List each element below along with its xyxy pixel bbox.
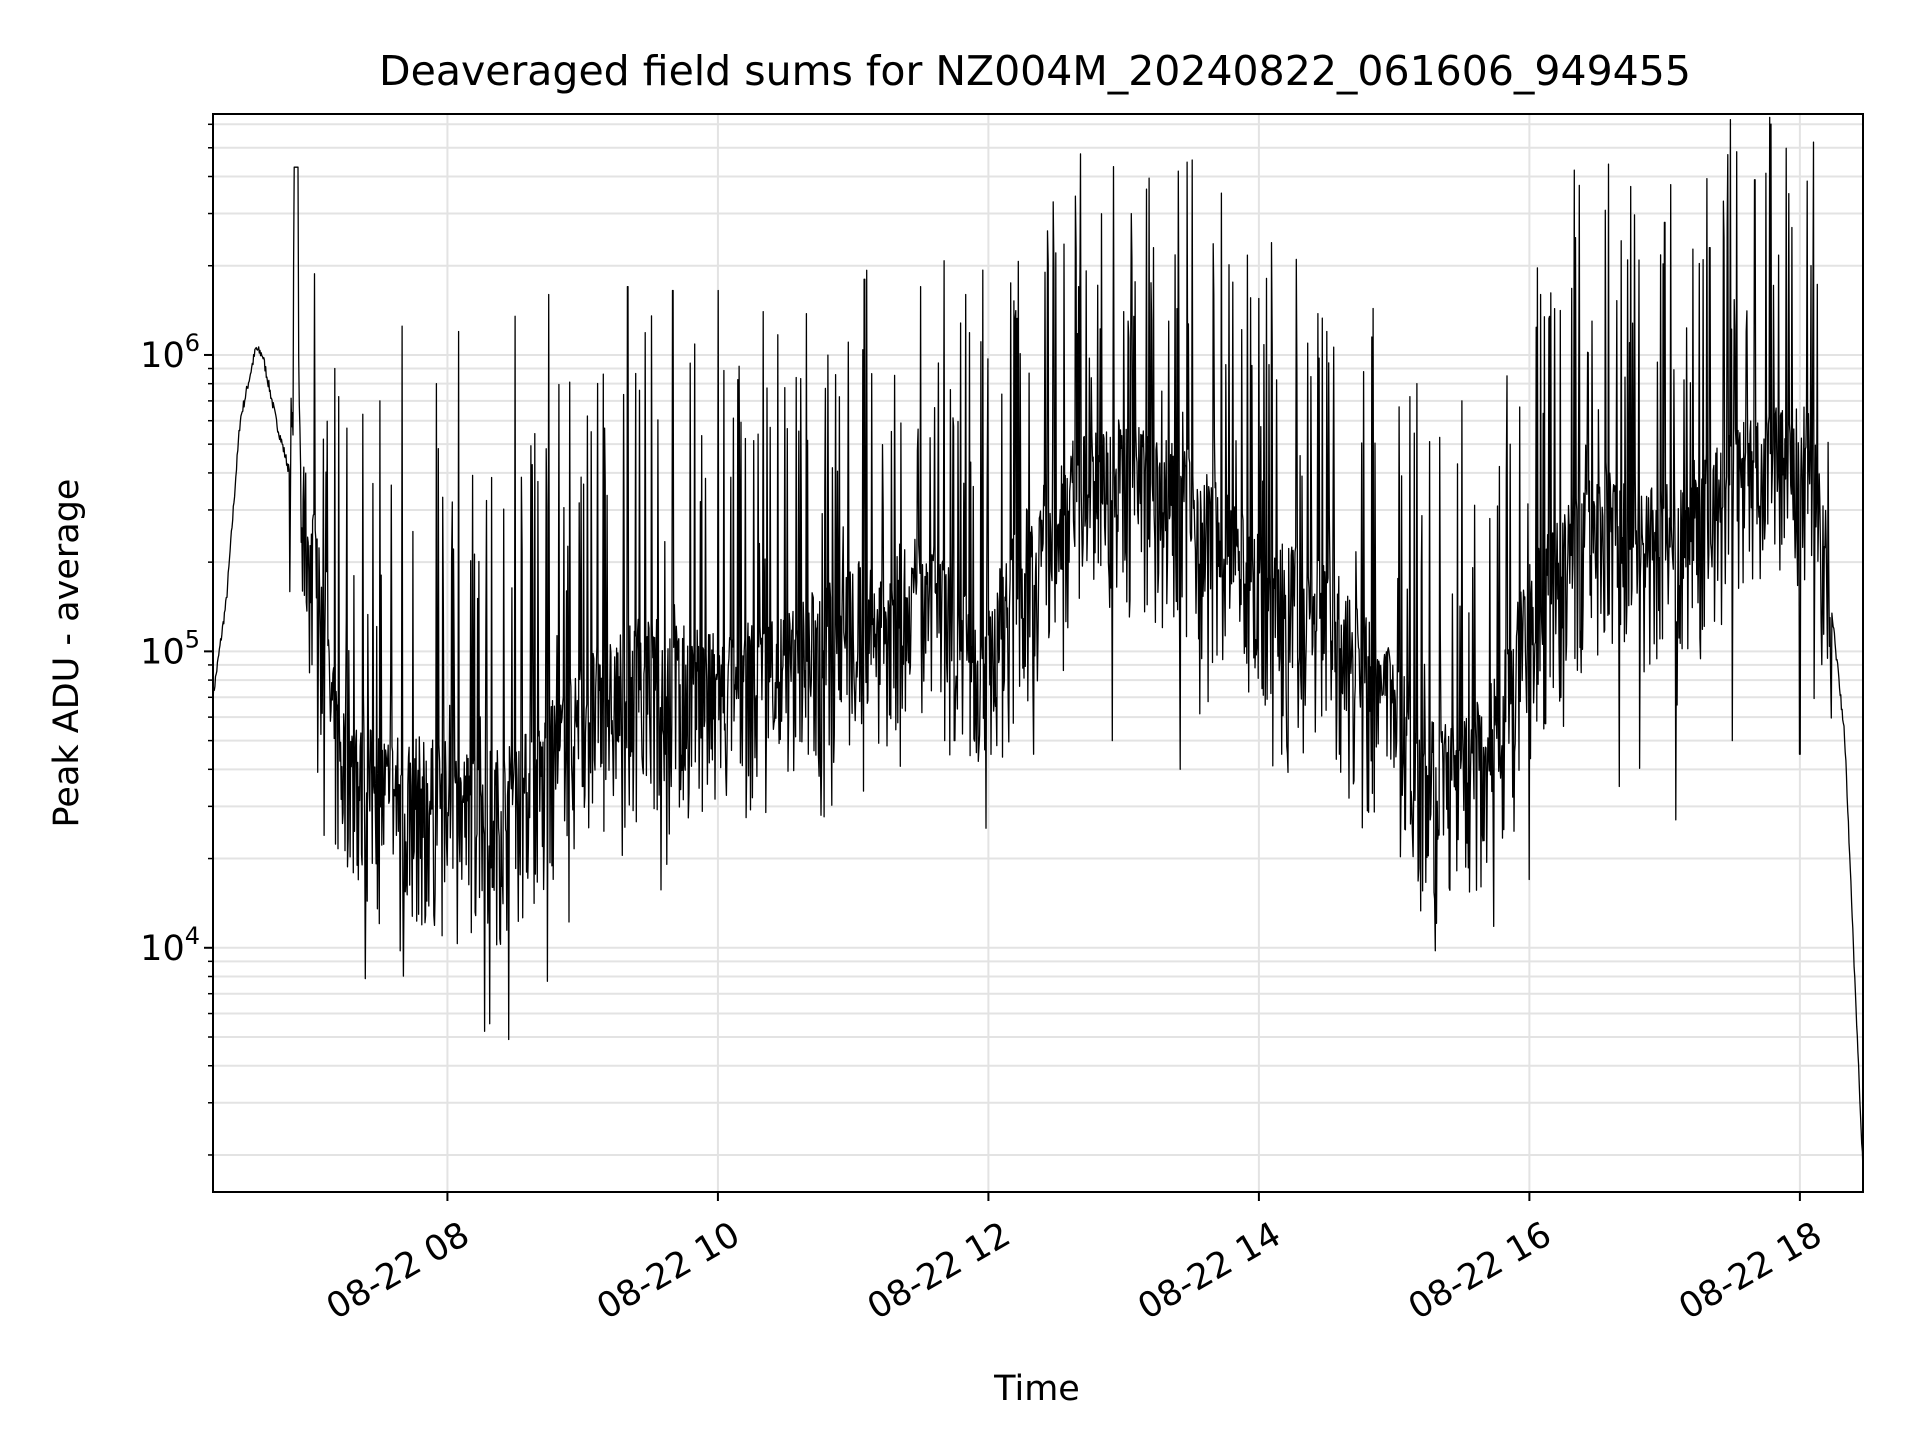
plot-frame	[212, 113, 1864, 1193]
y-tick-label: 105	[140, 625, 200, 672]
y-tick-label: 106	[140, 329, 200, 376]
y-tick-label: 104	[140, 922, 200, 969]
y-axis-label: Peak ADU - average	[47, 479, 87, 828]
x-axis-label: Time	[993, 1369, 1080, 1409]
chart-title: Deaveraged field sums for NZ004M_2024082…	[379, 47, 1691, 95]
data-line-layer	[212, 116, 1864, 1173]
y-axis: 104 105 106	[140, 123, 213, 1156]
series-line	[212, 116, 1864, 1173]
